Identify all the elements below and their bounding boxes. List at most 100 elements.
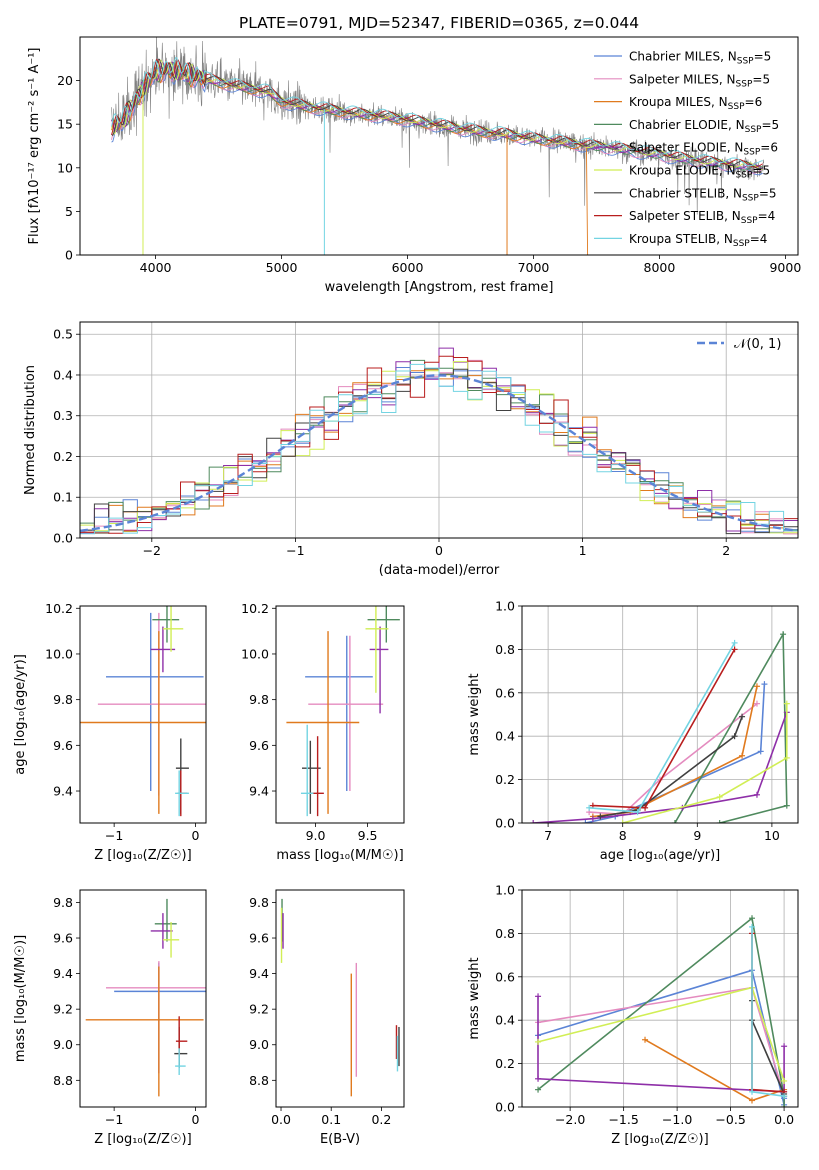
weight-marker <box>783 802 790 809</box>
axes-frame <box>79 36 799 256</box>
panel-hist: −2 −1 0 1 2 0.0 0.1 0.2 0.3 0.4 0.5 (data-model)/er… <box>23 321 799 578</box>
x-axis-label: Z [log₁₀(Z/Z☉)] <box>611 1132 708 1147</box>
x-tick-label: −2.0 <box>555 1112 585 1127</box>
weight-marker <box>783 754 790 761</box>
weight-marker <box>716 820 723 823</box>
errorbar-3 <box>286 631 360 814</box>
weight-line-3 <box>592 686 758 818</box>
y-tick-label: 10 <box>57 160 73 175</box>
y-tick-label: 15 <box>57 117 73 132</box>
y-tick-label: 10.2 <box>45 601 73 616</box>
weight-marker <box>749 1097 755 1104</box>
axes-frame <box>79 605 207 824</box>
legend-subscript: SSP <box>741 216 758 226</box>
weight-line-2 <box>537 986 785 1097</box>
y-tick-label: 0.0 <box>495 1100 515 1115</box>
y-tick-label: 0.2 <box>495 1056 515 1071</box>
weight-marker <box>780 631 787 638</box>
weight-line-4 <box>674 631 788 823</box>
legend-count: =5 <box>752 72 770 86</box>
weight-line-9 <box>589 642 736 813</box>
weight-marker <box>739 713 746 720</box>
weight-marker <box>757 748 764 755</box>
x-tick-label: 8 <box>619 828 627 843</box>
axes-frame <box>79 889 207 1108</box>
weight-marker <box>749 923 755 930</box>
x-axis-label: age [log₁₀(age/yr)] <box>600 848 721 863</box>
errorbar-7 <box>174 1026 188 1068</box>
model-line-7 <box>111 58 763 170</box>
panel-p_zage: −1 0 9.4 9.6 9.8 10.0 10.2 Z [log₁₀(Z/Z☉)] age [… <box>13 601 207 863</box>
y-tick-label: 0.5 <box>53 327 73 342</box>
legend-count: =5 <box>754 50 772 64</box>
y-tick-label: 9.8 <box>53 895 73 910</box>
x-axis-label: Z [log₁₀(Z/Z☉)] <box>94 1132 191 1147</box>
y-tick-label: 0.6 <box>495 685 515 700</box>
weight-line-5 <box>533 712 788 823</box>
plot-area <box>280 898 400 1097</box>
y-axis-label: mass [log₁₀(M/M☉)] <box>13 935 28 1062</box>
legend-text: Salpeter MILES, N <box>629 72 736 86</box>
x-tick-label: 0 <box>435 543 443 558</box>
weight-marker <box>739 752 746 759</box>
plot-area <box>535 915 788 1107</box>
axes-frame <box>521 605 799 824</box>
y-tick-label: 9.4 <box>53 966 73 981</box>
x-axis-label: (data-model)/error <box>379 563 500 578</box>
legend-entry: Salpeter STELIB, NSSP=4 <box>629 209 775 226</box>
errorbar-3 <box>80 631 206 814</box>
y-tick-label: 0.1 <box>53 490 73 505</box>
weight-marker <box>731 646 738 653</box>
x-tick-label: −1.0 <box>662 1112 692 1127</box>
weight-marker <box>753 683 760 690</box>
errorbar-1 <box>106 612 204 792</box>
plot-area <box>80 347 798 535</box>
model-line-5 <box>111 61 763 170</box>
y-tick-label: 0.6 <box>495 969 515 984</box>
errorbar-4 <box>152 606 180 643</box>
x-tick-label: 5000 <box>266 260 298 275</box>
weight-marker <box>731 639 738 646</box>
x-tick-label: −1 <box>105 1112 123 1127</box>
y-tick-label: 9.6 <box>249 738 269 753</box>
x-axis-label: E(B-V) <box>320 1132 360 1147</box>
legend-entry: 𝒩(0, 1) <box>734 337 781 352</box>
weight-marker <box>535 1075 542 1082</box>
errorbar-6 <box>162 606 184 652</box>
weight-line-8 <box>592 649 736 809</box>
legend-entry: Kroupa ELODIE, NSSP=5 <box>629 164 770 181</box>
weight-line-2 <box>589 702 758 816</box>
model-line-8 <box>111 58 763 168</box>
legend-entry: Chabrier MILES, NSSP=5 <box>629 50 771 67</box>
y-tick-label: 9.2 <box>53 1002 73 1017</box>
errorbar-4 <box>154 898 177 942</box>
x-tick-label: 9.0 <box>306 828 326 843</box>
y-tick-label: 0.0 <box>495 816 515 831</box>
x-tick-label: 4000 <box>140 260 172 275</box>
y-axis-label: mass weight <box>467 957 482 1039</box>
x-tick-label: 6000 <box>392 260 424 275</box>
y-tick-label: 9.8 <box>53 692 73 707</box>
y-tick-label: 0.4 <box>495 1013 515 1028</box>
legend-text: Chabrier ELODIE, N <box>629 118 745 132</box>
x-tick-label: 0.0 <box>271 1112 291 1127</box>
errorbar-1 <box>305 635 373 792</box>
weight-marker <box>535 993 542 1000</box>
axes-frame <box>275 889 405 1108</box>
x-tick-label: −1 <box>286 543 304 558</box>
weight-marker <box>716 793 723 800</box>
plot-area <box>85 898 206 1097</box>
x-tick-label: 1 <box>579 543 587 558</box>
legend-count: =4 <box>750 232 768 246</box>
y-tick-label: 8.8 <box>53 1073 73 1088</box>
errorbar-6 <box>162 922 180 958</box>
y-tick-label: 0.8 <box>495 926 515 941</box>
x-tick-label: 7000 <box>518 260 550 275</box>
errorbar-8 <box>311 736 324 817</box>
legend-text: Kroupa MILES, N <box>629 95 728 109</box>
y-axis-label: age [log₁₀(age/yr)] <box>13 654 28 775</box>
x-tick-label: 8000 <box>644 260 676 275</box>
weight-line-4 <box>537 916 785 1107</box>
x-tick-label: −1.5 <box>608 1112 638 1127</box>
y-tick-label: 0 <box>65 248 73 263</box>
